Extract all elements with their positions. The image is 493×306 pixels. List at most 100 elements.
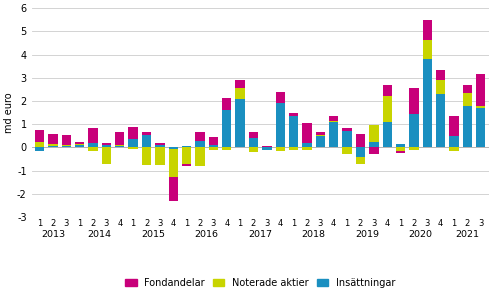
Bar	[142, 147, 151, 165]
Bar	[62, 145, 71, 146]
Bar	[343, 131, 352, 147]
Bar	[209, 145, 218, 147]
Bar	[88, 147, 98, 151]
Text: 2017: 2017	[248, 230, 272, 239]
Bar	[383, 122, 392, 147]
Bar	[289, 113, 298, 116]
Bar	[35, 130, 44, 142]
Bar	[343, 147, 352, 155]
Bar	[75, 145, 84, 147]
Bar	[222, 110, 231, 147]
Bar	[88, 128, 98, 143]
Text: 2013: 2013	[41, 230, 65, 239]
Bar	[142, 135, 151, 147]
Bar	[48, 146, 58, 147]
Bar	[236, 80, 245, 88]
Bar	[302, 123, 312, 143]
Bar	[209, 137, 218, 145]
Bar	[289, 116, 298, 147]
Bar	[463, 106, 472, 147]
Bar	[182, 147, 191, 164]
Text: 2021: 2021	[456, 230, 479, 239]
Bar	[436, 94, 445, 147]
Bar	[450, 116, 459, 136]
Bar	[102, 147, 111, 164]
Bar	[115, 145, 124, 146]
Text: 2019: 2019	[355, 230, 379, 239]
Bar	[129, 147, 138, 149]
Bar	[88, 143, 98, 147]
Bar	[276, 147, 285, 151]
Bar	[409, 114, 419, 147]
Bar	[222, 147, 231, 150]
Text: 2020: 2020	[409, 230, 433, 239]
Bar	[476, 106, 486, 108]
Bar	[369, 125, 379, 142]
Bar	[169, 149, 178, 177]
Y-axis label: md euro: md euro	[4, 92, 14, 133]
Bar	[195, 132, 205, 140]
Bar	[316, 136, 325, 147]
Bar	[155, 145, 165, 147]
Bar	[35, 147, 44, 151]
Bar	[450, 147, 459, 151]
Text: 2018: 2018	[302, 230, 326, 239]
Bar	[262, 146, 272, 147]
Bar	[75, 144, 84, 145]
Bar	[75, 142, 84, 144]
Bar	[249, 132, 258, 138]
Text: 2014: 2014	[88, 230, 112, 239]
Bar	[423, 39, 432, 59]
Bar	[396, 144, 405, 147]
Bar	[316, 132, 325, 135]
Legend: Fondandelar, Noterade aktier, Insättningar: Fondandelar, Noterade aktier, Insättning…	[121, 274, 399, 292]
Bar	[129, 139, 138, 147]
Bar	[450, 136, 459, 147]
Text: 2015: 2015	[141, 230, 165, 239]
Bar	[155, 147, 165, 165]
Bar	[409, 88, 419, 114]
Bar	[249, 147, 258, 152]
Bar	[236, 88, 245, 99]
Bar	[262, 147, 272, 150]
Bar	[62, 135, 71, 145]
Bar	[62, 146, 71, 147]
Bar	[329, 116, 338, 121]
Text: 2016: 2016	[195, 230, 219, 239]
Bar	[463, 85, 472, 93]
Bar	[142, 132, 151, 135]
Bar	[222, 98, 231, 110]
Bar	[209, 147, 218, 150]
Bar	[276, 92, 285, 103]
Bar	[383, 85, 392, 96]
Bar	[436, 70, 445, 80]
Bar	[396, 151, 405, 153]
Bar	[383, 96, 392, 122]
Bar	[236, 99, 245, 147]
Bar	[329, 122, 338, 147]
Bar	[115, 132, 124, 145]
Bar	[35, 142, 44, 147]
Bar	[369, 142, 379, 147]
Bar	[476, 74, 486, 106]
Bar	[115, 146, 124, 147]
Bar	[195, 140, 205, 147]
Bar	[316, 135, 325, 136]
Bar	[423, 59, 432, 147]
Bar	[48, 144, 58, 146]
Bar	[102, 145, 111, 147]
Bar	[48, 133, 58, 144]
Bar	[155, 143, 165, 145]
Bar	[302, 147, 312, 150]
Bar	[195, 147, 205, 166]
Bar	[276, 103, 285, 147]
Bar	[329, 121, 338, 122]
Bar	[369, 147, 379, 155]
Bar	[356, 157, 365, 164]
Bar	[356, 147, 365, 157]
Bar	[476, 108, 486, 147]
Bar	[463, 93, 472, 106]
Bar	[343, 128, 352, 131]
Bar	[102, 143, 111, 145]
Bar	[182, 164, 191, 166]
